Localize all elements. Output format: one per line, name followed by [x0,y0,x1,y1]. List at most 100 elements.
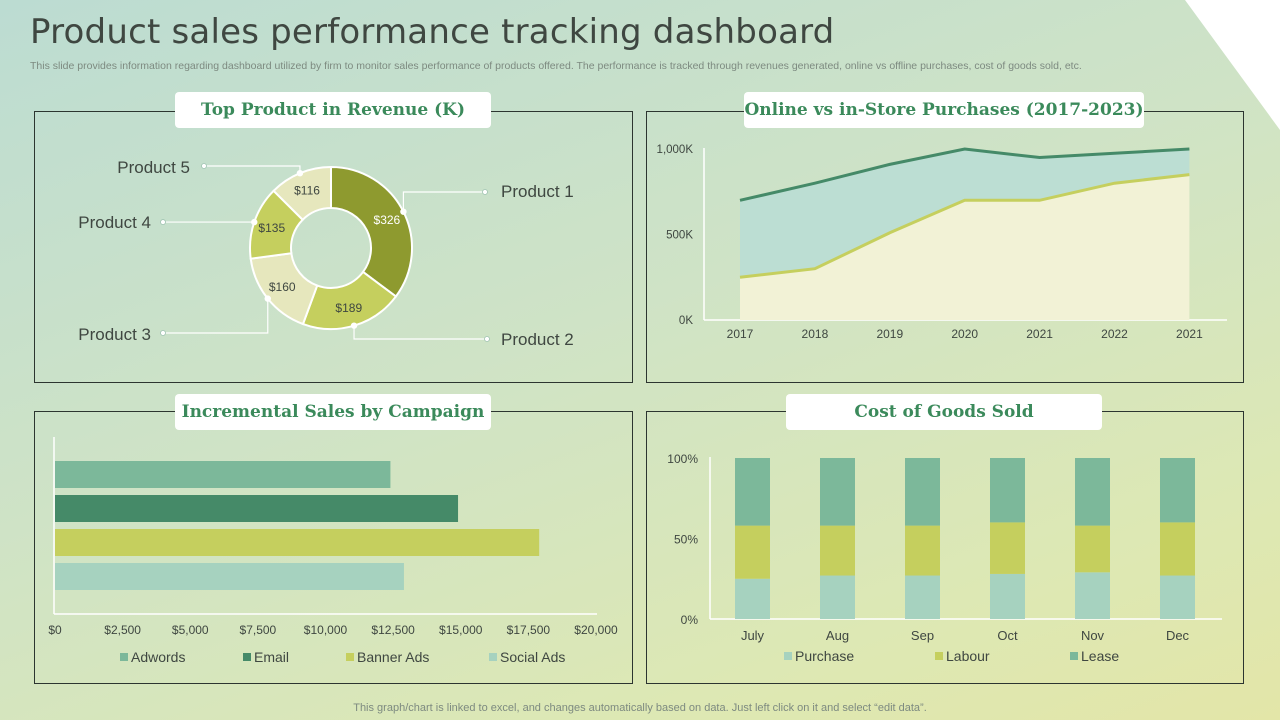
legend-label: Adwords [131,649,185,665]
legend-swatch [346,653,354,661]
area-chart[interactable]: 0K 500K 1,000K 2017 2018 2019 2020 2021 2022 2021 [647,112,1243,382]
leader-end-dot [160,219,166,225]
y-tick-label: 500K [666,230,693,242]
page-title: Product sales performance tracking dashb… [30,12,835,52]
bar-social-ads [55,563,404,590]
leader-end-dot [160,330,166,336]
bar-banner-ads [55,529,540,556]
product-label: Product 3 [78,325,151,344]
cogs-panel: July Aug Sep Oct Nov Dec 0% 50% 100% Purchase Labo… [646,411,1244,684]
legend-label: Social Ads [500,649,565,665]
y-tick-label: 0K [679,315,693,327]
stack-segment-labour [820,525,855,576]
product-label: Product 2 [501,330,574,349]
x-tick-label: $15,000 [439,623,483,637]
x-tick-label: 2020 [951,327,978,341]
leader-line [402,191,485,212]
x-tick-label: 2018 [802,327,829,341]
stack-segment-purchase [905,575,940,619]
stack-segment-purchase [735,578,770,619]
instore-series-line [739,173,1190,279]
donut-value-label: $116 [294,183,320,197]
x-tick-label: $10,000 [304,623,348,637]
product-label: Product 1 [501,182,574,201]
x-tick-label: $17,500 [507,623,551,637]
legend-swatch [784,652,792,660]
legend-swatch [1070,652,1078,660]
donut-value-label: $326 [374,213,401,227]
instore-area [740,174,1190,320]
leader-end-dot [201,163,207,169]
y-tick-label: 0% [681,613,699,627]
x-tick-label: 2021 [1026,327,1053,341]
purchases-panel: 0K 500K 1,000K 2017 2018 2019 2020 2021 2022 2021 [646,111,1244,383]
product-label: Product 5 [117,158,190,177]
y-tick-label: 1,000K [657,144,694,156]
legend-swatch [489,653,497,661]
online-area [740,149,1190,278]
leader-dot [296,169,304,177]
leader-end-dot [484,336,490,342]
x-tick-label: $0 [48,623,62,637]
x-tick-label: $7,500 [240,623,277,637]
leader-dot [264,295,271,302]
cogs-stacked-chart[interactable]: July Aug Sep Oct Nov Dec 0% 50% 100% Purchase Labo… [647,412,1243,683]
stack-segment-purchase [1160,575,1195,619]
x-tick-label: Oct [997,628,1018,643]
x-tick-label: Dec [1166,628,1190,643]
revenue-panel-title: Top Product in Revenue (K) [175,92,491,128]
x-tick-label: $2,500 [104,623,141,637]
legend-swatch [935,652,943,660]
purchases-panel-title: Online vs in-Store Purchases (2017-2023) [744,92,1144,128]
legend-label: Labour [946,648,990,664]
leader-dot [350,322,358,329]
x-tick-label: $12,500 [371,623,415,637]
stack-segment-labour [735,525,770,579]
campaign-panel-title: Incremental Sales by Campaign [175,394,491,430]
donut-value-label: $135 [258,221,285,235]
stack-segment-labour [1160,522,1195,576]
campaign-panel: $0 $2,500 $5,000 $7,500 $10,000 $12,500 $15,00… [34,411,633,684]
bar-adwords [55,461,391,488]
stack-segment-lease [905,458,940,526]
bar-email [55,495,459,522]
x-tick-label: Aug [826,628,849,643]
x-tick-label: Sep [911,628,934,643]
legend-label: Purchase [795,648,854,664]
legend-label: Banner Ads [357,649,429,665]
donut-chart[interactable]: $326 $189 $160 $135 $116 Product 1 Product 2 Pr… [35,112,632,382]
donut-value-label: $160 [269,280,296,294]
stack-segment-lease [735,458,770,526]
x-tick-label: 2017 [727,327,754,341]
leader-dot [251,218,258,226]
footer-note: This graph/chart is linked to excel, and… [353,702,927,714]
leader-dot [400,208,407,215]
stack-segment-purchase [820,575,855,619]
cogs-panel-title: Cost of Goods Sold [786,394,1102,430]
leader-end-dot [482,189,488,195]
x-tick-label: $5,000 [172,623,209,637]
leader-line [353,325,487,340]
y-tick-label: 100% [667,452,698,466]
stack-segment-lease [990,458,1025,523]
stack-segment-labour [905,525,940,576]
legend-swatch [120,653,128,661]
stack-segment-purchase [1075,572,1110,619]
online-series-line [739,147,1190,202]
stack-segment-labour [1075,525,1110,573]
stack-segment-purchase [990,573,1025,619]
legend-label: Lease [1081,648,1119,664]
stack-segment-lease [1160,458,1195,523]
x-tick-label: July [741,628,765,643]
campaign-bar-chart[interactable]: $0 $2,500 $5,000 $7,500 $10,000 $12,500 $15,00… [35,412,632,683]
y-tick-label: 50% [674,533,698,547]
x-tick-label: $20,000 [574,623,618,637]
x-tick-label: 2019 [876,327,903,341]
product-label: Product 4 [78,213,151,232]
stack-segment-labour [990,522,1025,574]
x-tick-label: 2021 [1176,327,1203,341]
donut-slice-1 [330,165,413,298]
legend-label: Email [254,649,289,665]
x-tick-label: 2022 [1101,327,1128,341]
donut-slice-5 [272,165,332,222]
